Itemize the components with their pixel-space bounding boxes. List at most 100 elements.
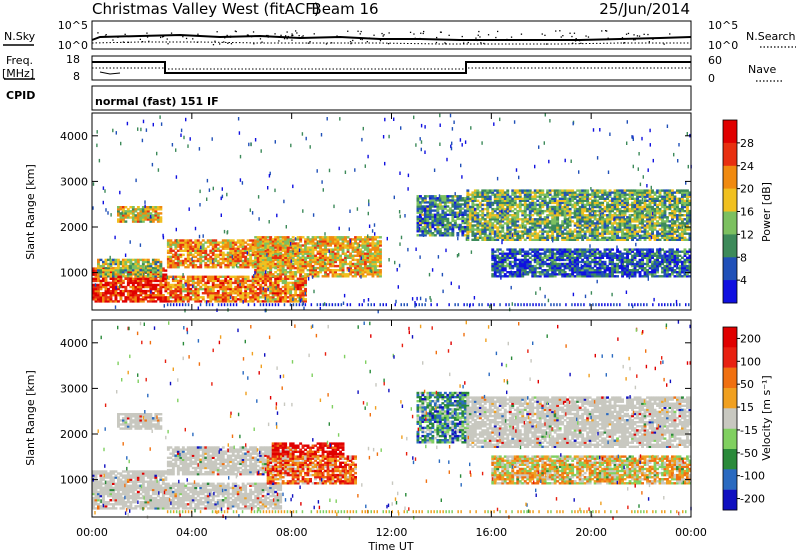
echo-cell bbox=[583, 195, 587, 198]
echo-cell bbox=[154, 289, 158, 293]
echo-cell bbox=[149, 220, 153, 223]
echo-cell bbox=[214, 255, 218, 259]
echo-cell bbox=[166, 275, 170, 278]
echo-cell bbox=[156, 273, 160, 276]
echo-cell bbox=[354, 240, 357, 243]
echo-cell bbox=[501, 207, 505, 211]
echo-cell bbox=[533, 203, 537, 207]
echo-cell bbox=[553, 197, 557, 200]
echo-cell bbox=[319, 252, 322, 255]
echo-cell bbox=[458, 197, 462, 200]
echo-cell bbox=[603, 209, 607, 213]
echo-cell bbox=[486, 201, 490, 205]
echo-cell bbox=[224, 257, 228, 261]
echo-cell bbox=[638, 193, 642, 196]
echo-cell bbox=[181, 296, 185, 299]
echo-cell bbox=[131, 289, 135, 293]
echo-cell bbox=[369, 260, 372, 264]
echo-cell bbox=[171, 283, 175, 287]
echo-cell bbox=[573, 236, 577, 239]
echo-cell bbox=[493, 264, 497, 268]
echo-cell bbox=[436, 221, 440, 225]
echo-cell bbox=[266, 273, 270, 276]
echo-cell bbox=[209, 285, 213, 289]
echo-cell bbox=[543, 238, 547, 241]
echo-cell bbox=[678, 201, 682, 205]
echo-cell bbox=[306, 242, 310, 245]
echo-cell bbox=[206, 241, 210, 244]
echo-cell bbox=[423, 227, 427, 231]
echo-cell bbox=[169, 300, 173, 303]
echo-cell bbox=[421, 221, 425, 225]
echo-cell bbox=[241, 261, 245, 265]
echo-cell bbox=[314, 273, 317, 276]
echo-cell bbox=[563, 236, 567, 239]
echo-cell bbox=[161, 294, 165, 297]
echo-cell bbox=[613, 228, 617, 231]
echo-cell bbox=[264, 254, 268, 257]
echo-cell bbox=[376, 244, 380, 247]
echo-cell bbox=[451, 211, 455, 214]
echo-cell bbox=[191, 289, 195, 293]
echo-cell bbox=[374, 273, 377, 276]
echo-cell bbox=[151, 273, 155, 276]
echo-cell bbox=[304, 266, 307, 270]
echo-cell bbox=[336, 258, 340, 262]
echo-cell bbox=[553, 226, 557, 229]
echo-cell bbox=[591, 199, 595, 202]
echo-cell bbox=[513, 199, 517, 202]
echo-cell bbox=[126, 210, 130, 213]
echo-cell bbox=[568, 191, 572, 194]
echo-cell bbox=[351, 238, 355, 241]
echo-cell bbox=[329, 238, 332, 241]
echo-cell bbox=[191, 245, 195, 248]
echo-cell bbox=[201, 296, 205, 299]
echo-cell bbox=[249, 279, 253, 283]
echo-cell bbox=[563, 226, 567, 229]
echo-cell bbox=[224, 289, 228, 293]
echo-cell bbox=[631, 218, 634, 221]
echo-cell bbox=[376, 258, 380, 262]
echo-cell bbox=[251, 283, 255, 287]
echo-cell bbox=[336, 248, 340, 251]
echo-cell bbox=[523, 195, 527, 198]
echo-cell bbox=[169, 247, 173, 250]
echo-cell bbox=[591, 222, 595, 225]
echo-cell bbox=[511, 216, 515, 219]
echo-cell bbox=[266, 258, 270, 262]
echo-cell bbox=[498, 230, 502, 233]
echo-cell bbox=[551, 205, 555, 209]
echo-cell bbox=[139, 212, 143, 215]
echo-cell bbox=[593, 226, 597, 229]
echo-cell bbox=[548, 209, 552, 213]
echo-cell bbox=[301, 262, 305, 266]
echo-cell bbox=[656, 234, 659, 237]
echo-cell bbox=[281, 246, 285, 249]
echo-cell bbox=[249, 249, 253, 252]
echo-cell bbox=[573, 201, 577, 205]
echo-cell bbox=[583, 224, 587, 227]
echo-cell bbox=[508, 236, 512, 239]
echo-cell bbox=[626, 199, 629, 202]
echo-cell bbox=[351, 262, 355, 266]
echo-cell bbox=[92, 277, 95, 280]
echo-cell bbox=[341, 262, 345, 266]
echo-cell bbox=[221, 281, 225, 285]
echo-cell bbox=[211, 279, 215, 283]
echo-cell bbox=[371, 254, 375, 257]
echo-cell bbox=[578, 212, 582, 215]
echo-cell bbox=[606, 222, 609, 225]
echo-cell bbox=[453, 207, 457, 210]
echo-cell bbox=[354, 248, 357, 251]
echo-cell bbox=[329, 260, 332, 264]
echo-cell bbox=[286, 236, 290, 239]
echo-cell bbox=[346, 254, 350, 257]
echo-cell bbox=[666, 238, 669, 241]
echo-cell bbox=[568, 234, 572, 237]
echo-cell bbox=[668, 193, 672, 196]
echo-cell bbox=[556, 232, 560, 235]
echo-cell bbox=[553, 236, 557, 239]
echo-cell bbox=[259, 292, 263, 295]
echo-cell bbox=[271, 285, 275, 289]
echo-cell bbox=[561, 191, 565, 194]
